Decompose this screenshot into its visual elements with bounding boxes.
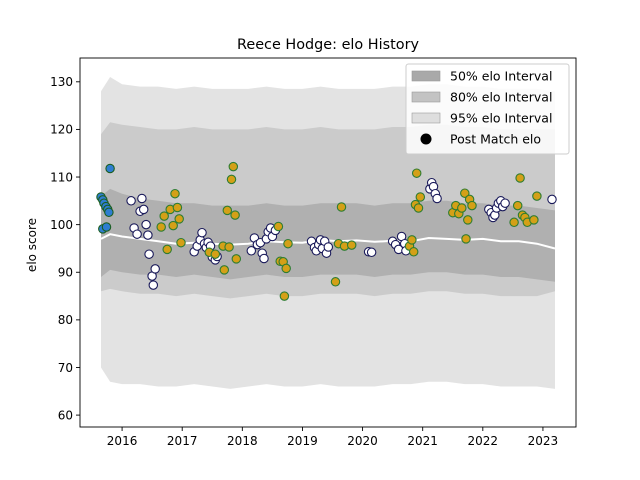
post-match-elo-point <box>346 240 357 250</box>
legend-swatch <box>411 112 441 124</box>
legend-swatch <box>411 91 441 103</box>
post-match-elo-point <box>279 291 290 301</box>
legend: 50% elo Interval 80% elo Interval 95% elo … <box>405 63 570 155</box>
y-axis-label: elo score <box>25 218 39 272</box>
post-match-elo-point <box>172 202 183 213</box>
post-match-elo-point <box>529 215 539 225</box>
post-match-elo-point <box>126 196 136 206</box>
post-match-elo-point <box>219 265 230 275</box>
post-match-elo-point <box>415 192 426 202</box>
post-match-elo-point <box>150 264 160 274</box>
post-match-elo-point <box>259 253 269 264</box>
post-match-elo-point <box>144 249 154 259</box>
post-match-elo-point <box>283 238 293 249</box>
post-match-elo-point <box>222 205 233 216</box>
post-match-elo-point <box>336 202 347 212</box>
post-match-elo-point <box>101 222 112 232</box>
post-match-elo-point <box>230 210 240 220</box>
y-tick-label: 70 <box>58 361 73 375</box>
axes-frame <box>79 57 577 428</box>
post-match-elo-point <box>148 280 159 290</box>
y-tick-label: 60 <box>58 408 73 422</box>
chart-title: Reece Hodge: elo History <box>237 37 419 53</box>
post-match-elo-point <box>231 254 242 264</box>
post-match-elo-point <box>273 221 284 232</box>
plot-area: 2016 2017 2018 2019 2020 2021 2022 2023 60 70 80 90… <box>50 57 577 448</box>
post-match-elo-point <box>138 204 149 215</box>
y-tick-label: 110 <box>50 170 73 184</box>
x-tick-label: 2020 <box>347 434 378 448</box>
post-match-elo-point <box>105 163 115 174</box>
post-match-elo-point <box>532 191 542 201</box>
y-tick-label: 90 <box>58 266 73 280</box>
post-match-elo-point <box>515 173 525 183</box>
legend-label: Post Match elo <box>450 132 541 147</box>
post-match-elo-point <box>168 220 178 231</box>
post-match-elo-point <box>156 222 166 232</box>
post-match-elo-point <box>226 174 237 185</box>
post-match-elo-point <box>467 200 477 211</box>
post-match-elo-point <box>176 237 186 248</box>
post-match-elo-point <box>228 161 239 172</box>
post-match-elo-point <box>407 235 417 245</box>
post-match-elo-point <box>162 244 172 255</box>
post-match-elo-point <box>137 193 147 204</box>
y-tick-label: 100 <box>50 218 73 232</box>
post-match-elo-point <box>170 188 180 199</box>
x-tick-label: 2021 <box>407 434 438 448</box>
post-match-elo-point <box>281 263 291 274</box>
y-tick-label: 80 <box>58 313 73 327</box>
post-match-elo-point <box>174 214 184 224</box>
legend-marker <box>420 133 432 145</box>
legend-label: 95% elo Interval <box>450 111 552 126</box>
post-match-elo-point <box>132 229 142 239</box>
x-tick-label: 2023 <box>528 434 559 448</box>
x-tick-label: 2022 <box>468 434 499 448</box>
post-match-elo-point <box>500 198 510 208</box>
x-tick-label: 2019 <box>287 434 318 448</box>
post-match-elo-point <box>509 217 519 228</box>
post-match-elo-point <box>159 211 169 221</box>
post-match-elo-point <box>432 193 442 204</box>
post-match-elo-point <box>143 230 153 240</box>
x-tick-label: 2016 <box>107 434 138 448</box>
post-match-elo-point <box>141 219 151 230</box>
post-match-elo-point <box>323 242 334 252</box>
post-match-elo-point <box>457 203 467 213</box>
post-match-elo-point <box>463 215 473 225</box>
legend-frame <box>405 63 570 155</box>
legend-label: 50% elo Interval <box>450 69 552 84</box>
post-match-elo-point <box>547 194 557 205</box>
x-tick-label: 2017 <box>167 434 198 448</box>
post-match-elo-point <box>512 200 523 211</box>
legend-swatch <box>411 70 441 82</box>
y-tick-label: 120 <box>50 123 73 137</box>
post-match-elo-point <box>104 207 114 218</box>
post-match-elo-point <box>408 247 419 257</box>
x-tick-label: 2018 <box>227 434 258 448</box>
post-match-elo-point <box>460 188 470 198</box>
post-match-elo-point <box>224 242 234 252</box>
post-match-elo-point <box>413 203 424 213</box>
post-match-elo-point <box>366 247 377 258</box>
post-match-elo-point <box>246 246 257 256</box>
y-tick-label: 130 <box>50 75 73 89</box>
post-match-elo-point <box>197 227 207 238</box>
post-match-elo-point <box>461 234 471 244</box>
post-match-elo-point <box>210 249 221 259</box>
post-match-elo-point <box>411 168 422 178</box>
legend-label: 80% elo Interval <box>450 90 552 105</box>
post-match-elo-point <box>330 277 341 287</box>
